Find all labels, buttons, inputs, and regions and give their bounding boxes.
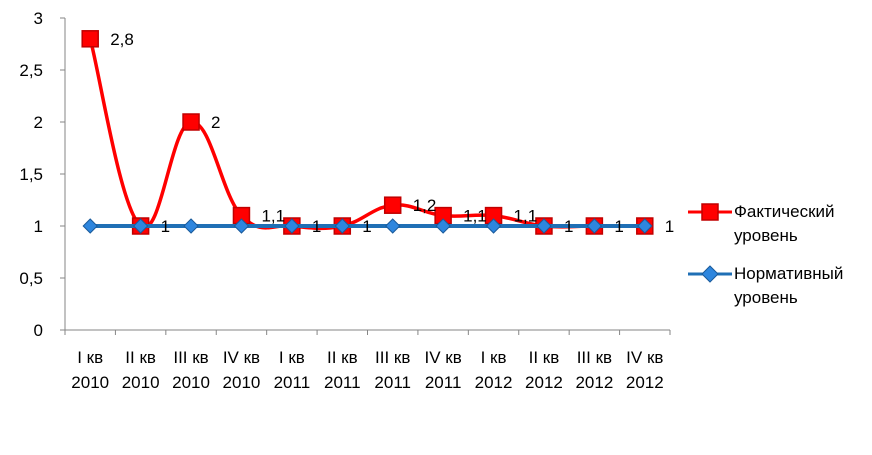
marker-normative bbox=[334, 218, 350, 234]
marker-normative bbox=[485, 218, 502, 234]
y-tick-label: 2 bbox=[34, 113, 43, 132]
x-tick-label-year: 2012 bbox=[525, 373, 563, 392]
legend-item-actual: Фактический уровень bbox=[688, 200, 868, 248]
data-label-actual: 1,2 bbox=[413, 196, 437, 215]
data-label-actual: 1 bbox=[362, 217, 371, 236]
x-tick-label-year: 2010 bbox=[122, 373, 160, 392]
x-tick-label: III кв bbox=[173, 348, 208, 367]
x-tick-label-year: 2010 bbox=[71, 373, 109, 392]
y-tick-label: 0,5 bbox=[19, 269, 43, 288]
marker-normative bbox=[132, 218, 149, 234]
marker-actual bbox=[81, 30, 99, 48]
x-tick-label: II кв bbox=[327, 348, 358, 367]
y-tick-label: 2,5 bbox=[19, 61, 43, 80]
marker-normative bbox=[536, 218, 552, 234]
x-tick-label-year: 2012 bbox=[475, 373, 513, 392]
x-tick-label-year: 2011 bbox=[324, 373, 361, 392]
x-tick-label-year: 2010 bbox=[172, 373, 210, 392]
marker-actual bbox=[383, 196, 402, 214]
chart-legend: Фактический уровень Нормативный уровень bbox=[688, 200, 868, 324]
data-label-actual: 1,1 bbox=[514, 207, 538, 226]
line-chart: 0 0,5 1 1,5 2 2,5 3 I кв 2010 II кв 2010 III кв 2010… bbox=[19, 9, 674, 392]
x-tick-label: I кв bbox=[481, 348, 507, 367]
x-tick-label: I кв bbox=[77, 348, 103, 367]
data-label-actual: 2,8 bbox=[110, 30, 134, 49]
x-tick-label: IV кв bbox=[626, 348, 663, 367]
marker-normative bbox=[385, 218, 401, 234]
data-label-actual: 2 bbox=[211, 113, 220, 132]
legend-label-actual: Фактический уровень bbox=[734, 202, 835, 245]
data-label-actual: 1,1 bbox=[463, 207, 487, 226]
y-tick-label: 0 bbox=[34, 321, 43, 340]
marker-normative bbox=[435, 218, 451, 234]
y-tick-label: 1,5 bbox=[19, 165, 43, 184]
data-label-actual: 1 bbox=[312, 217, 321, 236]
x-tick-label: III кв bbox=[375, 348, 410, 367]
marker-normative bbox=[233, 218, 250, 234]
x-tick-label-year: 2012 bbox=[575, 373, 613, 392]
marker-actual bbox=[182, 113, 200, 131]
y-tick-label: 1 bbox=[34, 217, 43, 236]
marker-normative bbox=[82, 218, 98, 234]
x-tick-label-year: 2011 bbox=[274, 373, 311, 392]
data-label-actual: 1 bbox=[665, 217, 674, 236]
x-tick-label: I кв bbox=[279, 348, 305, 367]
legend-swatch-normative bbox=[688, 265, 732, 283]
marker-normative bbox=[586, 218, 603, 234]
marker-normative bbox=[284, 218, 300, 234]
y-tick-label: 3 bbox=[34, 9, 43, 28]
x-tick-label: II кв bbox=[529, 348, 560, 367]
data-label-actual: 1 bbox=[564, 217, 573, 236]
x-tick-label-year: 2011 bbox=[425, 373, 462, 392]
x-tick-label: IV кв bbox=[424, 348, 461, 367]
marker-normative bbox=[183, 218, 199, 234]
x-tick-label: II кв bbox=[125, 348, 156, 367]
data-label-actual: 1 bbox=[161, 217, 170, 236]
x-tick-label-year: 2010 bbox=[223, 373, 261, 392]
series-line-actual bbox=[88, 38, 645, 231]
legend-swatch-actual bbox=[688, 203, 732, 221]
data-label-actual: 1 bbox=[614, 217, 623, 236]
x-tick-label: IV кв bbox=[223, 348, 260, 367]
legend-item-normative: Нормативный уровень bbox=[688, 262, 868, 310]
x-tick-label-year: 2011 bbox=[374, 373, 411, 392]
marker-normative bbox=[637, 218, 653, 234]
legend-label-normative: Нормативный уровень bbox=[734, 264, 844, 307]
x-tick-label: III кв bbox=[577, 348, 612, 367]
x-tick-label-year: 2012 bbox=[626, 373, 664, 392]
data-label-actual: 1,1 bbox=[261, 207, 285, 226]
